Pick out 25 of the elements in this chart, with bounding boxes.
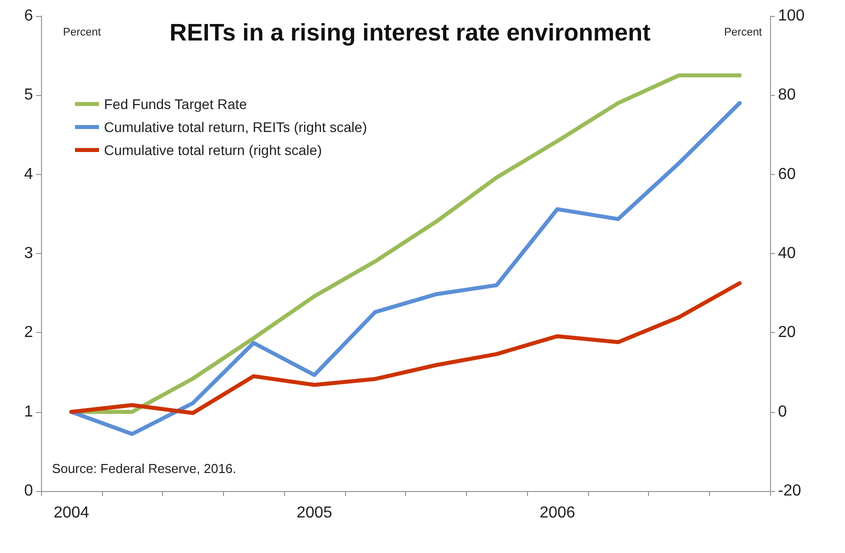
y-tick-label: 4 bbox=[24, 166, 34, 183]
legend-label: Fed Funds Target Rate bbox=[104, 96, 248, 112]
y2-tick-label: 80 bbox=[778, 86, 796, 104]
legend-label: Cumulative total return (right scale) bbox=[104, 142, 322, 158]
legend-label: Cumulative total return, REITs (right scale) bbox=[104, 119, 367, 135]
y-tick-label: 0 bbox=[24, 482, 34, 500]
chart-title: REITs in a rising interest rate environment bbox=[169, 20, 651, 46]
y-tick-label: 5 bbox=[24, 86, 34, 104]
line-series bbox=[69, 281, 742, 416]
y-axis-title: Percent bbox=[63, 26, 101, 38]
y-tick-label: 3 bbox=[24, 245, 34, 262]
y2-tick-label: -20 bbox=[778, 482, 802, 500]
x-tick-label: 2004 bbox=[54, 504, 90, 522]
y2-axis-title: Percent bbox=[724, 26, 762, 38]
y-tick-label: 1 bbox=[24, 403, 34, 420]
y2-tick-label: 20 bbox=[778, 324, 796, 342]
annotation: Source: Federal Reserve, 2016. bbox=[52, 461, 236, 476]
y-tick-label: 6 bbox=[24, 8, 34, 24]
y2-tick-label: 60 bbox=[778, 166, 796, 183]
y2-tick-label: 0 bbox=[778, 403, 787, 420]
y-tick-label: 2 bbox=[24, 324, 34, 342]
x-tick-label: 2005 bbox=[296, 504, 332, 522]
y2-tick-label: 40 bbox=[778, 245, 796, 262]
x-tick-label: 2006 bbox=[540, 504, 576, 522]
y2-tick-label: 100 bbox=[778, 8, 805, 24]
